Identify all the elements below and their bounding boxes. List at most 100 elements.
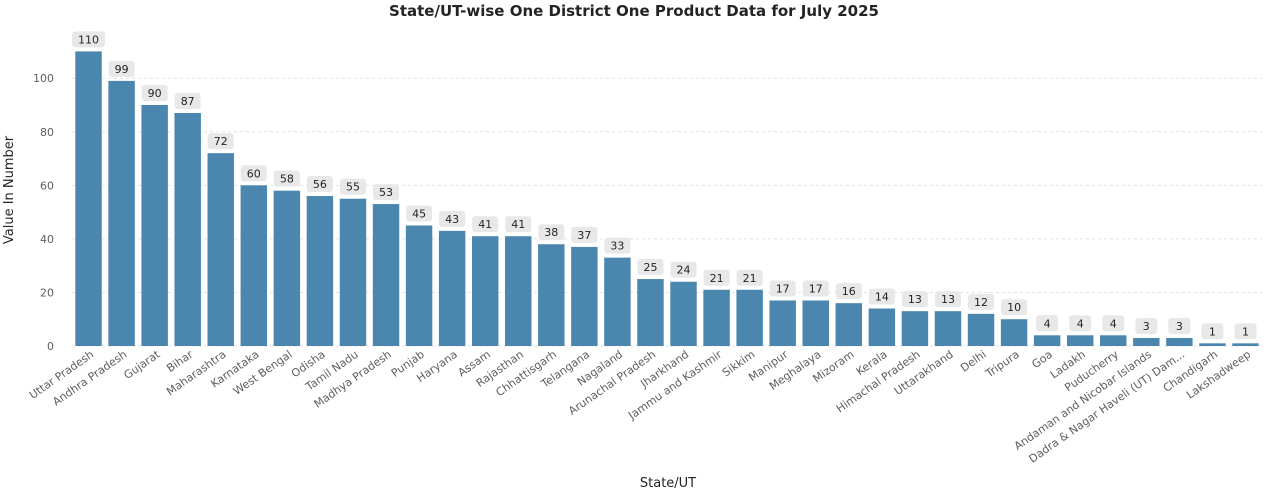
data-label: 55 xyxy=(346,181,360,194)
data-label-background xyxy=(736,269,763,286)
bar[interactable] xyxy=(835,303,863,346)
x-category-label: Tripura xyxy=(982,348,1021,381)
y-tick-label: 40 xyxy=(40,233,54,246)
bar[interactable] xyxy=(339,198,367,346)
bars xyxy=(75,51,1259,347)
y-tick-label: 0 xyxy=(47,340,54,353)
bar[interactable] xyxy=(174,113,201,346)
y-axis-ticks: 0 20 40 60 80 100 xyxy=(33,72,54,353)
data-label-background xyxy=(968,293,995,310)
data-label-background xyxy=(439,210,466,227)
data-label-background xyxy=(472,216,499,233)
bar[interactable] xyxy=(405,225,433,346)
bar[interactable] xyxy=(438,230,466,346)
data-label: 25 xyxy=(643,261,657,274)
data-label-background xyxy=(273,170,300,187)
data-label-background xyxy=(1102,315,1125,332)
bar[interactable] xyxy=(802,300,829,346)
bar[interactable] xyxy=(703,289,730,346)
bar[interactable] xyxy=(901,311,929,346)
data-label-background xyxy=(538,224,565,241)
data-label: 60 xyxy=(247,167,261,180)
data-label-background xyxy=(571,226,598,243)
data-label-background xyxy=(934,291,961,308)
y-tick-label: 80 xyxy=(40,126,54,139)
data-label-background xyxy=(1135,317,1158,334)
data-label: 4 xyxy=(1044,317,1051,330)
data-label-background xyxy=(703,269,730,286)
bar[interactable] xyxy=(108,80,135,347)
data-label-background xyxy=(108,60,135,77)
data-label-background xyxy=(868,288,895,305)
data-label-background xyxy=(802,280,829,297)
data-label: 4 xyxy=(1110,317,1117,330)
y-tick-label: 100 xyxy=(33,72,54,85)
bar[interactable] xyxy=(637,279,664,346)
bar[interactable] xyxy=(1100,335,1127,346)
y-tick-label: 20 xyxy=(40,286,54,299)
bar[interactable] xyxy=(306,196,334,346)
data-label: 13 xyxy=(908,293,922,306)
data-label: 87 xyxy=(181,95,195,108)
bar[interactable] xyxy=(75,51,102,346)
data-label: 24 xyxy=(677,264,691,277)
data-label: 12 xyxy=(974,296,988,309)
x-axis-title: State/UT xyxy=(640,476,696,491)
data-label: 38 xyxy=(544,226,558,239)
bar[interactable] xyxy=(207,153,234,346)
y-axis-title: Value In Number xyxy=(2,135,17,244)
data-label: 21 xyxy=(743,272,757,285)
data-label: 99 xyxy=(115,63,129,76)
data-label: 90 xyxy=(148,87,162,100)
data-label-background xyxy=(373,184,400,201)
data-label: 37 xyxy=(577,229,591,242)
bar[interactable] xyxy=(505,236,532,346)
bar[interactable] xyxy=(1166,337,1193,346)
bar[interactable] xyxy=(868,308,896,346)
data-label-background xyxy=(604,237,631,254)
bar[interactable] xyxy=(1000,319,1028,346)
bar[interactable] xyxy=(1066,335,1094,346)
bar[interactable] xyxy=(141,104,168,346)
data-label: 10 xyxy=(1007,301,1021,314)
data-label: 53 xyxy=(379,186,393,199)
bar[interactable] xyxy=(372,204,400,346)
data-label-background xyxy=(1234,323,1257,340)
data-label: 1 xyxy=(1242,325,1249,338)
bar[interactable] xyxy=(670,281,697,346)
bar[interactable] xyxy=(1033,335,1061,346)
data-label: 4 xyxy=(1077,317,1084,330)
bar[interactable] xyxy=(736,289,763,346)
data-label-background xyxy=(174,93,201,110)
data-label-background xyxy=(406,205,433,222)
bar[interactable] xyxy=(769,300,796,346)
bar[interactable] xyxy=(273,190,301,346)
y-tick-label: 60 xyxy=(40,179,54,192)
bar[interactable] xyxy=(934,311,962,346)
data-label: 14 xyxy=(875,291,889,304)
data-label-background xyxy=(141,84,168,101)
bar[interactable] xyxy=(1199,343,1226,346)
data-label: 43 xyxy=(445,213,459,226)
data-label-background xyxy=(1001,299,1028,316)
bar[interactable] xyxy=(1232,343,1259,346)
data-label-background xyxy=(72,31,106,48)
bar[interactable] xyxy=(471,236,499,346)
data-label: 3 xyxy=(1143,320,1150,333)
bar[interactable] xyxy=(967,313,995,346)
data-label: 33 xyxy=(610,240,624,253)
data-label-background xyxy=(637,259,664,276)
bar[interactable] xyxy=(604,257,631,346)
data-label: 21 xyxy=(710,272,724,285)
bar[interactable] xyxy=(240,185,268,346)
bar[interactable] xyxy=(538,244,565,346)
data-label: 17 xyxy=(776,282,790,295)
data-label: 58 xyxy=(280,173,294,186)
bar[interactable] xyxy=(1133,337,1160,346)
data-label: 72 xyxy=(214,135,228,148)
bar[interactable] xyxy=(571,246,598,346)
